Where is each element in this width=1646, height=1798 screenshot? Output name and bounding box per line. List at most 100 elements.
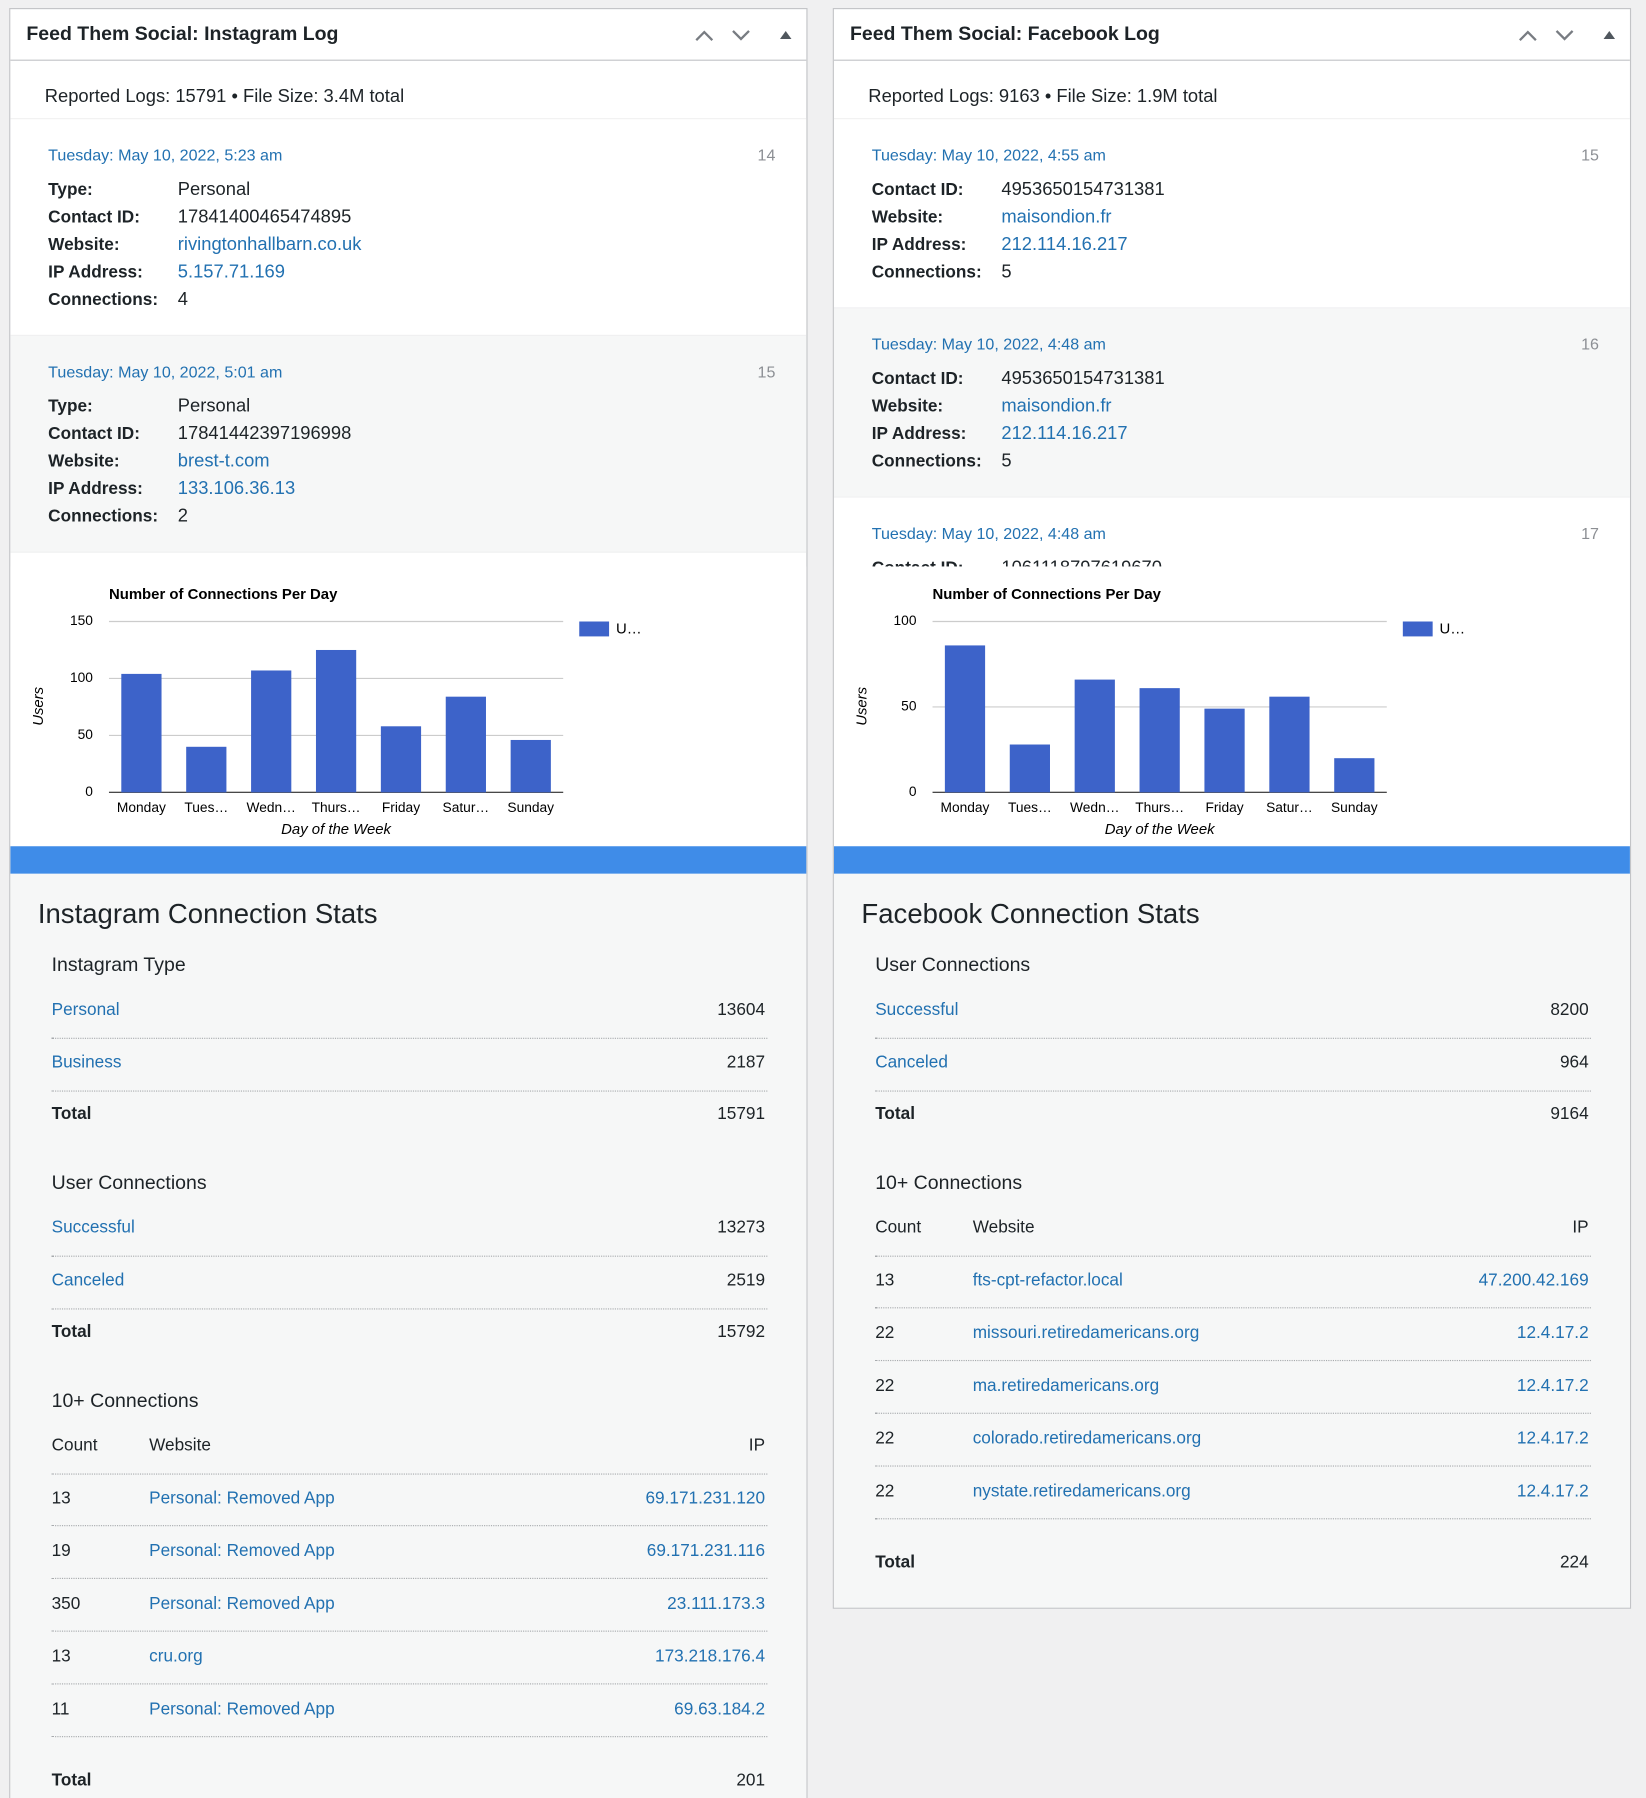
ip-cell[interactable]: 47.200.42.169 <box>1478 1270 1589 1291</box>
column-header: Count <box>875 1217 922 1238</box>
move-up-button[interactable] <box>1519 30 1537 41</box>
field-value[interactable]: 133.106.36.13 <box>177 479 296 499</box>
ip-cell[interactable]: 69.63.184.2 <box>674 1699 766 1719</box>
website-cell[interactable]: fts-cpt-refactor.local <box>972 1270 1123 1291</box>
ip-cell[interactable]: 12.4.17.2 <box>1516 1481 1589 1502</box>
website-cell[interactable]: nystate.retiredamericans.org <box>972 1481 1191 1502</box>
row-divider <box>51 1037 768 1039</box>
count-cell: 13 <box>51 1488 71 1508</box>
row-label[interactable]: Personal <box>51 999 120 1020</box>
count-cell: 22 <box>875 1376 895 1396</box>
row-divider <box>51 1525 768 1527</box>
log-summary: Reported Logs: 9163 • File Size: 1.9M to… <box>868 87 1218 107</box>
website-cell[interactable]: Personal: Removed App <box>149 1593 335 1614</box>
row-label[interactable]: Canceled <box>51 1270 125 1291</box>
row-label[interactable]: Business <box>51 1052 122 1073</box>
total-label: Total <box>51 1104 92 1124</box>
bar <box>1204 708 1245 793</box>
field-label: Website: <box>871 396 944 417</box>
section-title: User Connections <box>875 954 1031 976</box>
field-value[interactable]: 5.157.71.169 <box>177 262 285 283</box>
row-label[interactable]: Successful <box>875 999 959 1020</box>
log-date: Tuesday: May 10, 2022, 4:55 am <box>871 145 1106 164</box>
website-cell[interactable]: ma.retiredamericans.org <box>972 1376 1160 1396</box>
move-down-button[interactable] <box>732 30 750 41</box>
row-divider <box>875 1412 1591 1414</box>
total-label: Total <box>51 1770 92 1790</box>
count-cell: 19 <box>51 1541 71 1561</box>
field-label: Type: <box>48 180 93 200</box>
header-divider <box>875 1255 1591 1257</box>
field-value: Personal <box>177 396 251 417</box>
field-value[interactable]: maisondion.fr <box>1001 207 1112 228</box>
website-cell[interactable]: cru.org <box>149 1646 203 1667</box>
y-axis-title: Users <box>31 686 47 725</box>
website-cell[interactable]: Personal: Removed App <box>149 1541 335 1561</box>
bar <box>1139 688 1180 793</box>
bar <box>1074 679 1115 793</box>
ip-cell[interactable]: 12.4.17.2 <box>1516 1428 1589 1449</box>
row-value: 964 <box>1559 1052 1589 1073</box>
field-label: IP Address: <box>48 262 143 283</box>
row-divider <box>875 1518 1591 1520</box>
x-tick-label: Thurs… <box>1135 800 1184 815</box>
total-value: 201 <box>736 1770 766 1790</box>
x-tick-label: Monday <box>941 800 990 815</box>
bar <box>315 649 357 793</box>
ip-cell[interactable]: 12.4.17.2 <box>1516 1323 1589 1343</box>
row-label[interactable]: Successful <box>51 1217 135 1238</box>
bar-chart: Number of Connections Per Day 0 50 100 U… Mon… <box>855 587 1466 838</box>
ip-cell[interactable]: 173.218.176.4 <box>655 1646 766 1667</box>
ip-cell[interactable]: 23.111.173.3 <box>667 1593 766 1614</box>
field-value[interactable]: 212.114.16.217 <box>1001 424 1128 444</box>
move-down-button[interactable] <box>1555 30 1574 41</box>
total-value: 15792 <box>717 1322 766 1342</box>
row-divider <box>51 1630 768 1632</box>
field-value[interactable]: rivingtonhallbarn.co.uk <box>177 235 362 255</box>
bar <box>1334 758 1375 793</box>
field-value: 4953650154731381 <box>1001 180 1165 200</box>
ip-cell[interactable]: 69.171.231.116 <box>646 1541 766 1561</box>
count-cell: 22 <box>875 1481 895 1502</box>
total-value: 224 <box>1559 1552 1589 1573</box>
website-cell[interactable]: colorado.retiredamericans.org <box>972 1428 1202 1449</box>
field-value: Personal <box>177 180 251 200</box>
ip-cell[interactable]: 12.4.17.2 <box>1516 1376 1589 1396</box>
panel-header: Feed Them Social: Facebook Log <box>833 9 1630 61</box>
field-label: Connections: <box>871 262 982 283</box>
field-value[interactable]: brest-t.com <box>177 451 270 472</box>
website-cell[interactable]: missouri.retiredamericans.org <box>972 1323 1200 1343</box>
row-value: 2187 <box>726 1052 766 1073</box>
website-cell[interactable]: Personal: Removed App <box>149 1699 335 1719</box>
panel-title: Feed Them Social: Facebook Log <box>849 22 1160 45</box>
bar <box>510 739 551 793</box>
log-number: 15 <box>1581 145 1599 164</box>
move-up-button[interactable] <box>695 30 714 41</box>
website-cell[interactable]: Personal: Removed App <box>149 1488 335 1508</box>
row-divider <box>51 1090 768 1092</box>
log-date: Tuesday: May 10, 2022, 5:23 am <box>48 145 283 164</box>
column-header: IP <box>748 1435 766 1456</box>
log-panel: Feed Them Social: Instagram Log Reported … <box>9 8 808 1798</box>
x-tick-label: Tues… <box>184 800 228 815</box>
field-value[interactable]: 212.114.16.217 <box>1001 235 1128 255</box>
log-list: Tuesday: May 10, 2022, 4:55 am 15 Contact … <box>833 119 1630 567</box>
field-value: 17841442397196998 <box>177 424 352 444</box>
section-title: 10+ Connections <box>875 1171 1023 1194</box>
log-entry: Tuesday: May 10, 2022, 5:01 am 15 Type: Per… <box>10 335 807 553</box>
field-value: 5 <box>1001 262 1012 283</box>
log-date: Tuesday: May 10, 2022, 4:48 am <box>871 334 1106 354</box>
summary-row: Reported Logs: 9163 • File Size: 1.9M to… <box>833 61 1630 120</box>
panel-title: Feed Them Social: Instagram Log <box>26 22 339 45</box>
row-label[interactable]: Canceled <box>875 1052 948 1073</box>
x-tick-label: Thurs… <box>312 800 361 815</box>
field-label: Type: <box>48 396 93 417</box>
field-value: 5 <box>1001 451 1012 472</box>
ip-cell[interactable]: 69.171.231.120 <box>645 1488 766 1508</box>
field-value[interactable]: maisondion.fr <box>1001 396 1112 417</box>
legend-swatch <box>1402 621 1433 637</box>
collapse-button[interactable] <box>779 30 792 39</box>
collapse-button[interactable] <box>1603 30 1616 39</box>
count-cell: 350 <box>51 1593 81 1614</box>
section-title: Instagram Type <box>51 954 186 976</box>
